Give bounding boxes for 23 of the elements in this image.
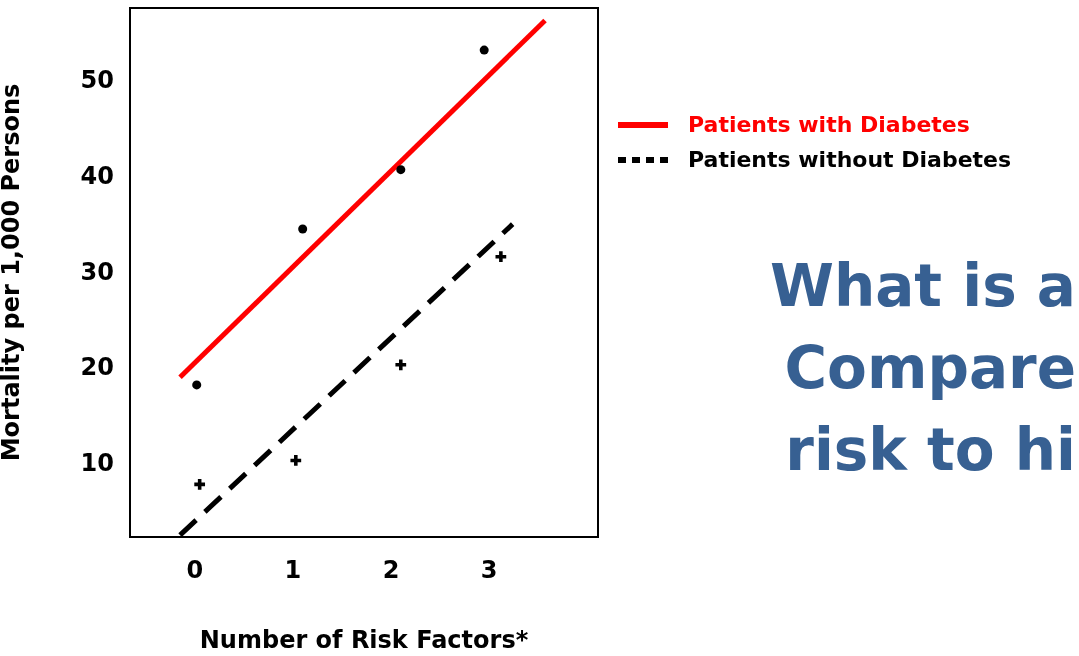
legend-label: Patients with Diabetes (688, 112, 970, 137)
y-tick-label: 40 (80, 161, 114, 190)
x-tick-label: 3 (480, 556, 498, 585)
point (479, 45, 489, 55)
point (495, 251, 507, 263)
text: Compare (783, 333, 1076, 404)
x-tick-label: 1 (284, 556, 302, 585)
text: risk to hi (784, 415, 1076, 486)
x-tick-label: 0 (186, 556, 204, 585)
point (395, 359, 407, 371)
y-tick-label: 20 (80, 353, 114, 382)
point (192, 380, 202, 390)
y-tick-label: 30 (80, 257, 114, 286)
y-tick-label: 10 (80, 448, 114, 477)
point (396, 165, 406, 175)
x-axis-title: Number of Risk Factors* (199, 626, 529, 654)
x-tick-label: 2 (382, 556, 400, 585)
legend-label: Patients without Diabetes (688, 147, 1012, 172)
y-tick-label: 50 (80, 66, 114, 95)
point (298, 224, 308, 234)
y-axis-title: Mortality per 1,000 Persons (0, 83, 25, 462)
point (290, 455, 302, 466)
text: What is a (768, 251, 1076, 322)
